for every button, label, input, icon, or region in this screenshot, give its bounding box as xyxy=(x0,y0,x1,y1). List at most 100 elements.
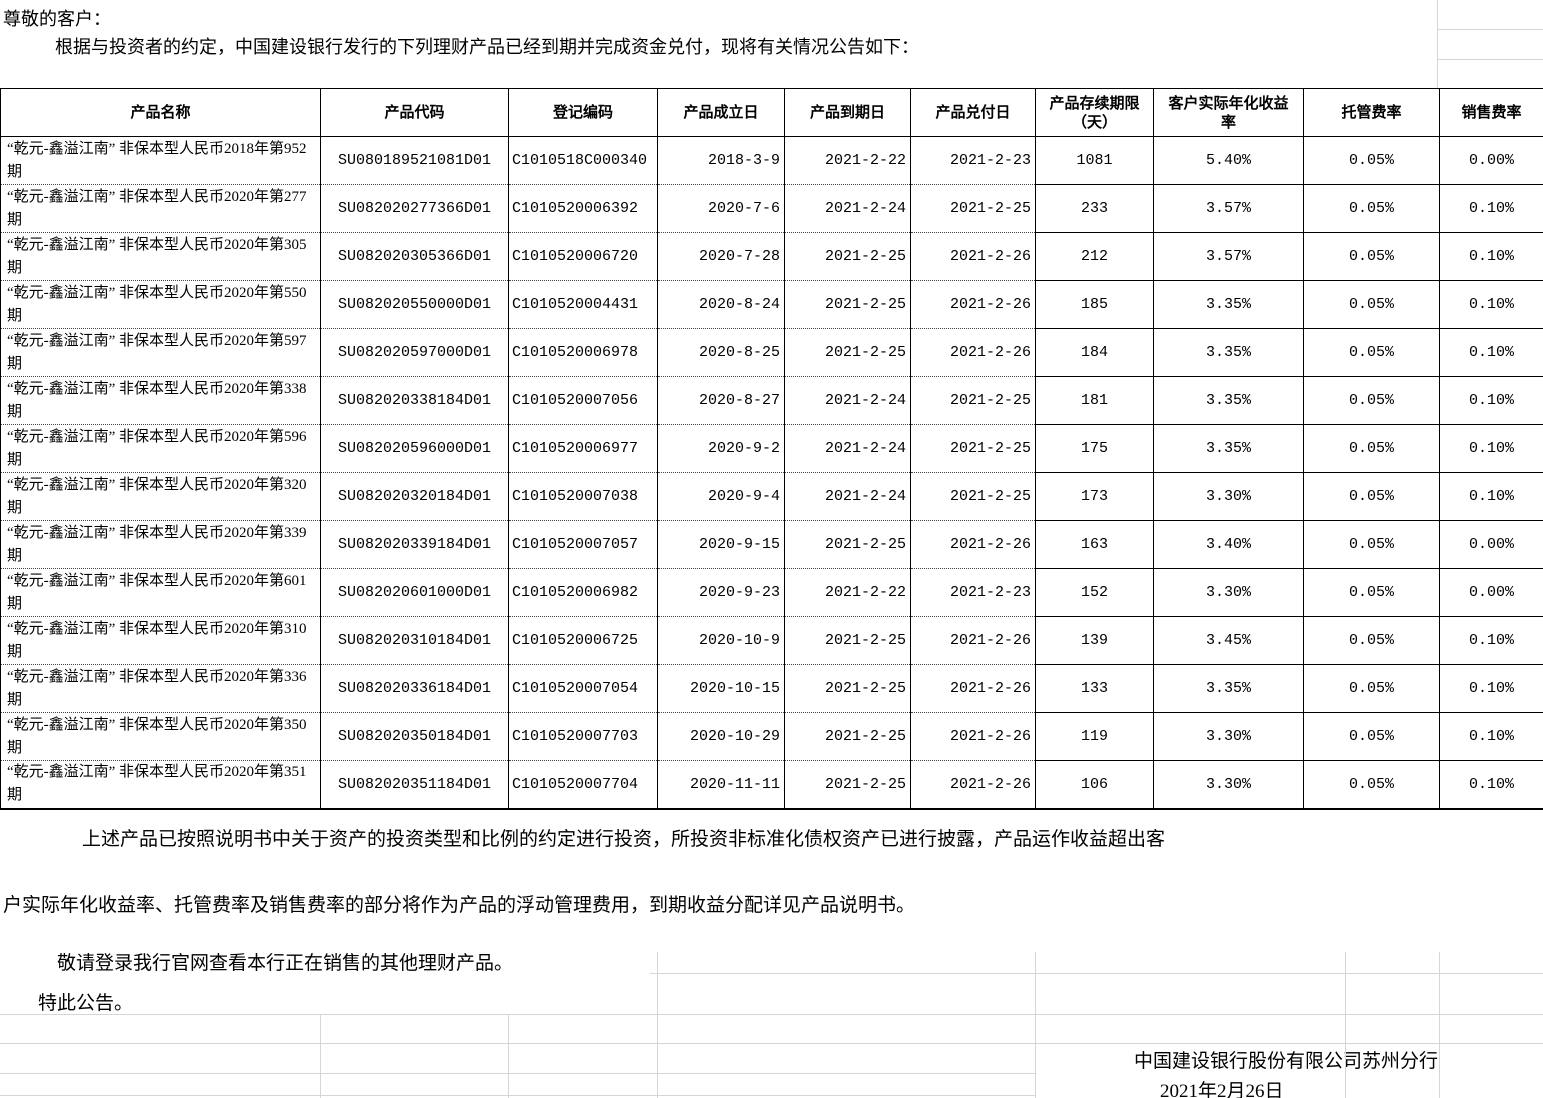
table-row: “乾元-鑫溢江南” 非保本型人民币2020年第350期 SU08202035018… xyxy=(0,712,1543,761)
cell-product-name: “乾元-鑫溢江南” 非保本型人民币2020年第601期 xyxy=(0,568,321,617)
cell-inception-date: 2020-9-23 xyxy=(657,568,785,617)
cell-custody-fee: 0.05% xyxy=(1303,232,1440,281)
cell-registration-code: C1010520006977 xyxy=(508,424,658,473)
cell-registration-code: C1010520006978 xyxy=(508,328,658,377)
cell-product-name: “乾元-鑫溢江南” 非保本型人民币2020年第305期 xyxy=(0,232,321,281)
cell-duration-days: 139 xyxy=(1035,616,1154,665)
cell-duration-days: 106 xyxy=(1035,760,1154,809)
cell-product-code: SU082020339184D01 xyxy=(320,520,509,569)
cell-annualized-yield: 3.35% xyxy=(1153,664,1304,713)
cell-custody-fee: 0.05% xyxy=(1303,280,1440,329)
cell-custody-fee: 0.05% xyxy=(1303,424,1440,473)
footer-note: 敬请登录我行官网查看本行正在销售的其他理财产品。 xyxy=(57,953,514,974)
cell-product-name: “乾元-鑫溢江南” 非保本型人民币2020年第350期 xyxy=(0,712,321,761)
table-row: “乾元-鑫溢江南” 非保本型人民币2020年第338期 SU08202033818… xyxy=(0,376,1543,425)
intro-text: 根据与投资者的约定，中国建设银行发行的下列理财产品已经到期并完成资金兑付，现将有… xyxy=(55,37,919,57)
salutation: 尊敬的客户： xyxy=(3,9,111,29)
cell-inception-date: 2020-8-25 xyxy=(657,328,785,377)
cell-sales-fee: 0.10% xyxy=(1439,280,1543,329)
cell-sales-fee: 0.10% xyxy=(1439,424,1543,473)
cell-maturity-date: 2021-2-24 xyxy=(784,184,911,233)
cell-product-name: “乾元-鑫溢江南” 非保本型人民币2020年第310期 xyxy=(0,616,321,665)
cell-inception-date: 2020-9-15 xyxy=(657,520,785,569)
cell-custody-fee: 0.05% xyxy=(1303,328,1440,377)
header-registration-code: 登记编码 xyxy=(508,88,658,137)
gridline xyxy=(1437,59,1543,60)
cell-duration-days: 119 xyxy=(1035,712,1154,761)
cell-inception-date: 2020-9-2 xyxy=(657,424,785,473)
gridline xyxy=(508,1014,509,1098)
cell-annualized-yield: 3.40% xyxy=(1153,520,1304,569)
cell-product-code: SU082020350184D01 xyxy=(320,712,509,761)
cell-product-code: SU082020596000D01 xyxy=(320,424,509,473)
cell-product-name: “乾元-鑫溢江南” 非保本型人民币2020年第320期 xyxy=(0,472,321,521)
cell-custody-fee: 0.05% xyxy=(1303,136,1440,185)
cell-maturity-date: 2021-2-22 xyxy=(784,136,911,185)
header-duration-days: 产品存续期限（天） xyxy=(1035,88,1154,137)
cell-product-code: SU082020597000D01 xyxy=(320,328,509,377)
gridline xyxy=(0,1043,1543,1044)
cell-sales-fee: 0.10% xyxy=(1439,328,1543,377)
gridline xyxy=(0,1014,1543,1015)
cell-sales-fee: 0.00% xyxy=(1439,568,1543,617)
gridline xyxy=(657,952,658,1098)
cell-inception-date: 2020-9-4 xyxy=(657,472,785,521)
table-body: “乾元-鑫溢江南” 非保本型人民币2018年第952期 SU08018952108… xyxy=(0,136,1543,809)
header-inception-date: 产品成立日 xyxy=(657,88,785,137)
cell-annualized-yield: 3.30% xyxy=(1153,568,1304,617)
cell-maturity-date: 2021-2-24 xyxy=(784,472,911,521)
cell-registration-code: C1010520006392 xyxy=(508,184,658,233)
cell-payment-date: 2021-2-25 xyxy=(910,424,1036,473)
footer-paragraph-line1: 上述产品已按照说明书中关于资产的投资类型和比例的约定进行投资，所投资非标准化债权… xyxy=(82,829,1166,850)
cell-product-name: “乾元-鑫溢江南” 非保本型人民币2018年第952期 xyxy=(0,136,321,185)
cell-payment-date: 2021-2-26 xyxy=(910,328,1036,377)
cell-maturity-date: 2021-2-25 xyxy=(784,760,911,809)
cell-registration-code: C1010520007056 xyxy=(508,376,658,425)
cell-annualized-yield: 3.30% xyxy=(1153,712,1304,761)
gridline xyxy=(650,973,1543,974)
cell-maturity-date: 2021-2-25 xyxy=(784,616,911,665)
cell-sales-fee: 0.10% xyxy=(1439,376,1543,425)
cell-product-code: SU082020320184D01 xyxy=(320,472,509,521)
cell-sales-fee: 0.10% xyxy=(1439,472,1543,521)
cell-payment-date: 2021-2-25 xyxy=(910,376,1036,425)
header-custody-fee: 托管费率 xyxy=(1303,88,1440,137)
cell-product-name: “乾元-鑫溢江南” 非保本型人民币2020年第336期 xyxy=(0,664,321,713)
table-row: “乾元-鑫溢江南” 非保本型人民币2020年第305期 SU08202030536… xyxy=(0,232,1543,281)
cell-registration-code: C1010520006725 xyxy=(508,616,658,665)
cell-annualized-yield: 5.40% xyxy=(1153,136,1304,185)
gridline xyxy=(0,1073,1035,1074)
cell-payment-date: 2021-2-26 xyxy=(910,712,1036,761)
gridline xyxy=(1035,952,1036,1098)
cell-duration-days: 173 xyxy=(1035,472,1154,521)
cell-duration-days: 175 xyxy=(1035,424,1154,473)
cell-annualized-yield: 3.35% xyxy=(1153,376,1304,425)
cell-product-code: SU082020336184D01 xyxy=(320,664,509,713)
cell-annualized-yield: 3.57% xyxy=(1153,232,1304,281)
cell-custody-fee: 0.05% xyxy=(1303,472,1440,521)
cell-custody-fee: 0.05% xyxy=(1303,376,1440,425)
table-row: “乾元-鑫溢江南” 非保本型人民币2020年第597期 SU08202059700… xyxy=(0,328,1543,377)
cell-annualized-yield: 3.35% xyxy=(1153,424,1304,473)
cell-inception-date: 2020-7-28 xyxy=(657,232,785,281)
cell-custody-fee: 0.05% xyxy=(1303,760,1440,809)
cell-annualized-yield: 3.35% xyxy=(1153,280,1304,329)
header-annualized-yield: 客户实际年化收益率 xyxy=(1153,88,1304,137)
cell-sales-fee: 0.10% xyxy=(1439,232,1543,281)
cell-sales-fee: 0.00% xyxy=(1439,136,1543,185)
cell-inception-date: 2018-3-9 xyxy=(657,136,785,185)
cell-product-name: “乾元-鑫溢江南” 非保本型人民币2020年第277期 xyxy=(0,184,321,233)
gridline xyxy=(1439,952,1440,1098)
cell-payment-date: 2021-2-26 xyxy=(910,520,1036,569)
cell-payment-date: 2021-2-26 xyxy=(910,616,1036,665)
cell-payment-date: 2021-2-26 xyxy=(910,232,1036,281)
cell-product-code: SU080189521081D01 xyxy=(320,136,509,185)
cell-duration-days: 233 xyxy=(1035,184,1154,233)
cell-maturity-date: 2021-2-25 xyxy=(784,280,911,329)
cell-registration-code: C1010520007704 xyxy=(508,760,658,809)
cell-product-name: “乾元-鑫溢江南” 非保本型人民币2020年第338期 xyxy=(0,376,321,425)
cell-duration-days: 133 xyxy=(1035,664,1154,713)
cell-maturity-date: 2021-2-25 xyxy=(784,232,911,281)
cell-product-name: “乾元-鑫溢江南” 非保本型人民币2020年第597期 xyxy=(0,328,321,377)
